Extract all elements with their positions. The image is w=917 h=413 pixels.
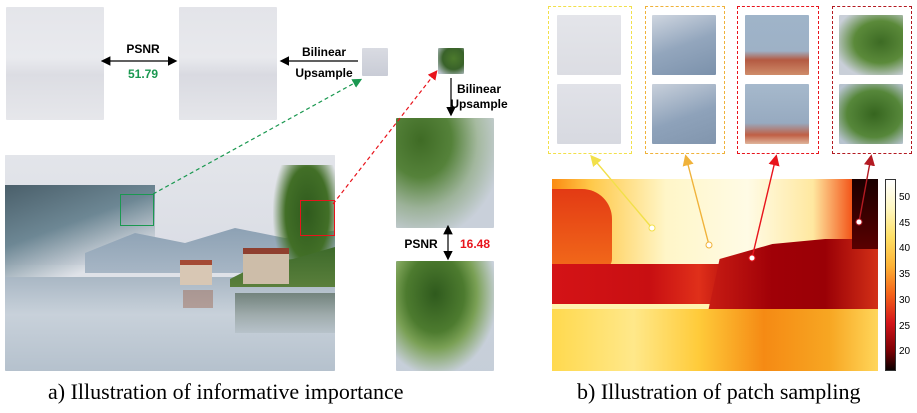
upsampled-sky-patch-right [179,7,277,120]
colorbar [885,179,896,371]
sampled-patch-tree-1 [839,15,903,75]
yellow-sample-arrow [590,154,653,229]
bilinear-label-top: Bilinear [301,45,346,59]
sample-point-dark-red [855,218,863,226]
original-tree-patch [396,261,494,371]
colorbar-tick-label: 30 [899,294,911,306]
caption-a: a) Illustration of informative importanc… [48,379,404,404]
red-selection-box [300,200,335,236]
sampled-patch-roof-2 [745,84,809,144]
bilinear-label-right: Bilinear [456,82,501,96]
landscape-photo [5,155,335,371]
sampled-patch-mountain-2 [652,84,716,144]
colorbar-tick-label: 25 [899,320,911,332]
patch-group-dark-red [832,6,912,154]
heatmap-top-left-hot [552,189,612,269]
psnr-label-bottom: PSNR [404,237,438,251]
upsample-label-top: Upsample [295,66,353,80]
patch-group-yellow [548,6,632,154]
psnr-value-bottom: 16.48 [459,237,491,251]
sample-point-red [748,254,756,262]
colorbar-tick-label: 50 [899,192,911,203]
sample-point-yellow [648,224,656,232]
psnr-value-top: 51.79 [127,67,159,81]
red-sample-arrow [751,154,780,259]
dark-red-sample-arrow [858,154,875,223]
tree-thumbnail [438,48,464,74]
colorbar-tick-label: 40 [899,243,911,255]
sampled-patch-roof-1 [745,15,809,75]
upsample-label-right: Upsample [450,97,508,111]
patch-group-orange [645,6,725,154]
house-1 [180,260,212,285]
heatmap-bottom-band [552,309,878,371]
green-dashed-arrow [152,78,363,195]
caption-b: b) Illustration of patch sampling [577,379,861,404]
orange-sample-arrow [682,154,710,246]
sampled-patch-mountain-1 [652,15,716,75]
red-dashed-arrow [332,70,438,205]
colorbar-tick-label: 45 [899,217,911,229]
psnr-label-top: PSNR [126,42,160,56]
upsampled-sky-patch-left [6,7,104,120]
sampled-patch-tree-2 [839,84,903,144]
sampling-heatmap [552,179,878,371]
colorbar-tick-label: 35 [899,269,911,281]
shore-reflection [235,293,335,333]
patch-group-red [737,6,819,154]
house-reflection [183,290,213,308]
sampled-patch-sky-2 [557,84,621,144]
house-2 [243,248,289,284]
sampled-patch-sky-1 [557,15,621,75]
upsampled-tree-patch-blurred [396,118,494,228]
colorbar-tick-label: 20 [899,346,911,358]
green-selection-box [120,194,154,226]
sample-point-orange [705,241,713,249]
sky-thumbnail [362,48,388,76]
